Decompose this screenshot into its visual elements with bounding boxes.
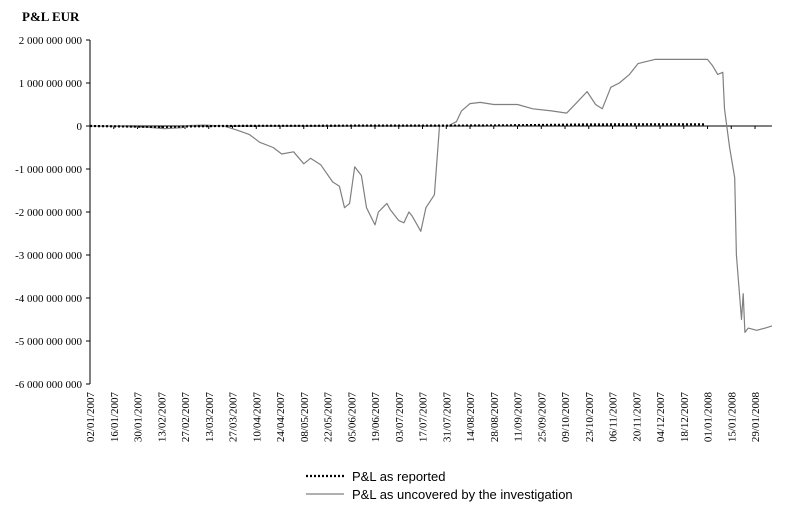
y-tick-label: 2 000 000 000 xyxy=(19,35,83,47)
chart-legend: P&L as reported P&L as uncovered by the i… xyxy=(306,469,573,502)
x-tick-label: 05/06/2007 xyxy=(346,392,358,443)
x-tick-label: 24/04/2007 xyxy=(275,392,287,443)
x-tick-label: 14/08/2007 xyxy=(465,392,477,443)
chart-axes: 2 000 000 000 1 000 000 000 0 -1 000 000 00… xyxy=(15,35,772,442)
x-tick-label: 02/01/2007 xyxy=(85,392,97,443)
x-tick-label: 13/03/2007 xyxy=(204,392,216,443)
x-tick-label: 16/01/2007 xyxy=(109,392,121,443)
y-tick-label: -1 000 000 000 xyxy=(15,164,82,176)
y-tick-label: 1 000 000 000 xyxy=(19,78,83,90)
x-tick-label: 09/10/2007 xyxy=(560,392,572,443)
y-tick-label: -2 000 000 000 xyxy=(15,207,82,219)
x-tick-label: 29/01/2008 xyxy=(750,392,762,443)
x-tick-label: 28/08/2007 xyxy=(489,392,501,443)
legend-item-reported: P&L as reported xyxy=(306,469,445,484)
y-tick-label: -3 000 000 000 xyxy=(15,250,82,262)
x-tick-label: 27/03/2007 xyxy=(228,392,240,443)
x-tick-label: 25/09/2007 xyxy=(536,392,548,443)
y-tick-label: -6 000 000 000 xyxy=(15,379,82,391)
x-tick-label: 27/02/2007 xyxy=(180,392,192,443)
x-tick-label: 22/05/2007 xyxy=(323,392,335,443)
legend-label: P&L as uncovered by the investigation xyxy=(352,487,573,502)
series-line-investigation xyxy=(89,58,773,333)
x-tick-label: 23/10/2007 xyxy=(584,392,596,443)
x-tick-label: 30/01/2007 xyxy=(133,392,145,443)
x-tick-label: 03/07/2007 xyxy=(394,392,406,443)
x-tick-label: 04/12/2007 xyxy=(655,392,667,443)
x-tick-label: 01/01/2008 xyxy=(703,392,715,443)
x-tick-label: 31/07/2007 xyxy=(441,392,453,443)
x-tick-label: 13/02/2007 xyxy=(156,392,168,443)
x-tick-label: 20/11/2007 xyxy=(631,392,643,442)
x-tick-label: 15/01/2008 xyxy=(726,392,738,443)
legend-item-investigation: P&L as uncovered by the investigation xyxy=(306,487,573,502)
y-tick-label: 0 xyxy=(77,121,83,133)
x-tick-label: 06/11/2007 xyxy=(608,392,620,442)
x-tick-label: 10/04/2007 xyxy=(251,392,263,443)
series-layer xyxy=(89,58,773,333)
chart-title: P&L EUR xyxy=(22,9,80,24)
legend-label: P&L as reported xyxy=(352,469,445,484)
x-tick-label: 18/12/2007 xyxy=(679,392,691,443)
y-tick-label: -5 000 000 000 xyxy=(15,336,82,348)
y-tick-label: -4 000 000 000 xyxy=(15,293,82,305)
x-tick-label: 19/06/2007 xyxy=(370,392,382,443)
x-tick-label: 11/09/2007 xyxy=(513,392,525,442)
x-tick-label: 17/07/2007 xyxy=(418,392,430,443)
x-tick-label: 08/05/2007 xyxy=(299,392,311,443)
